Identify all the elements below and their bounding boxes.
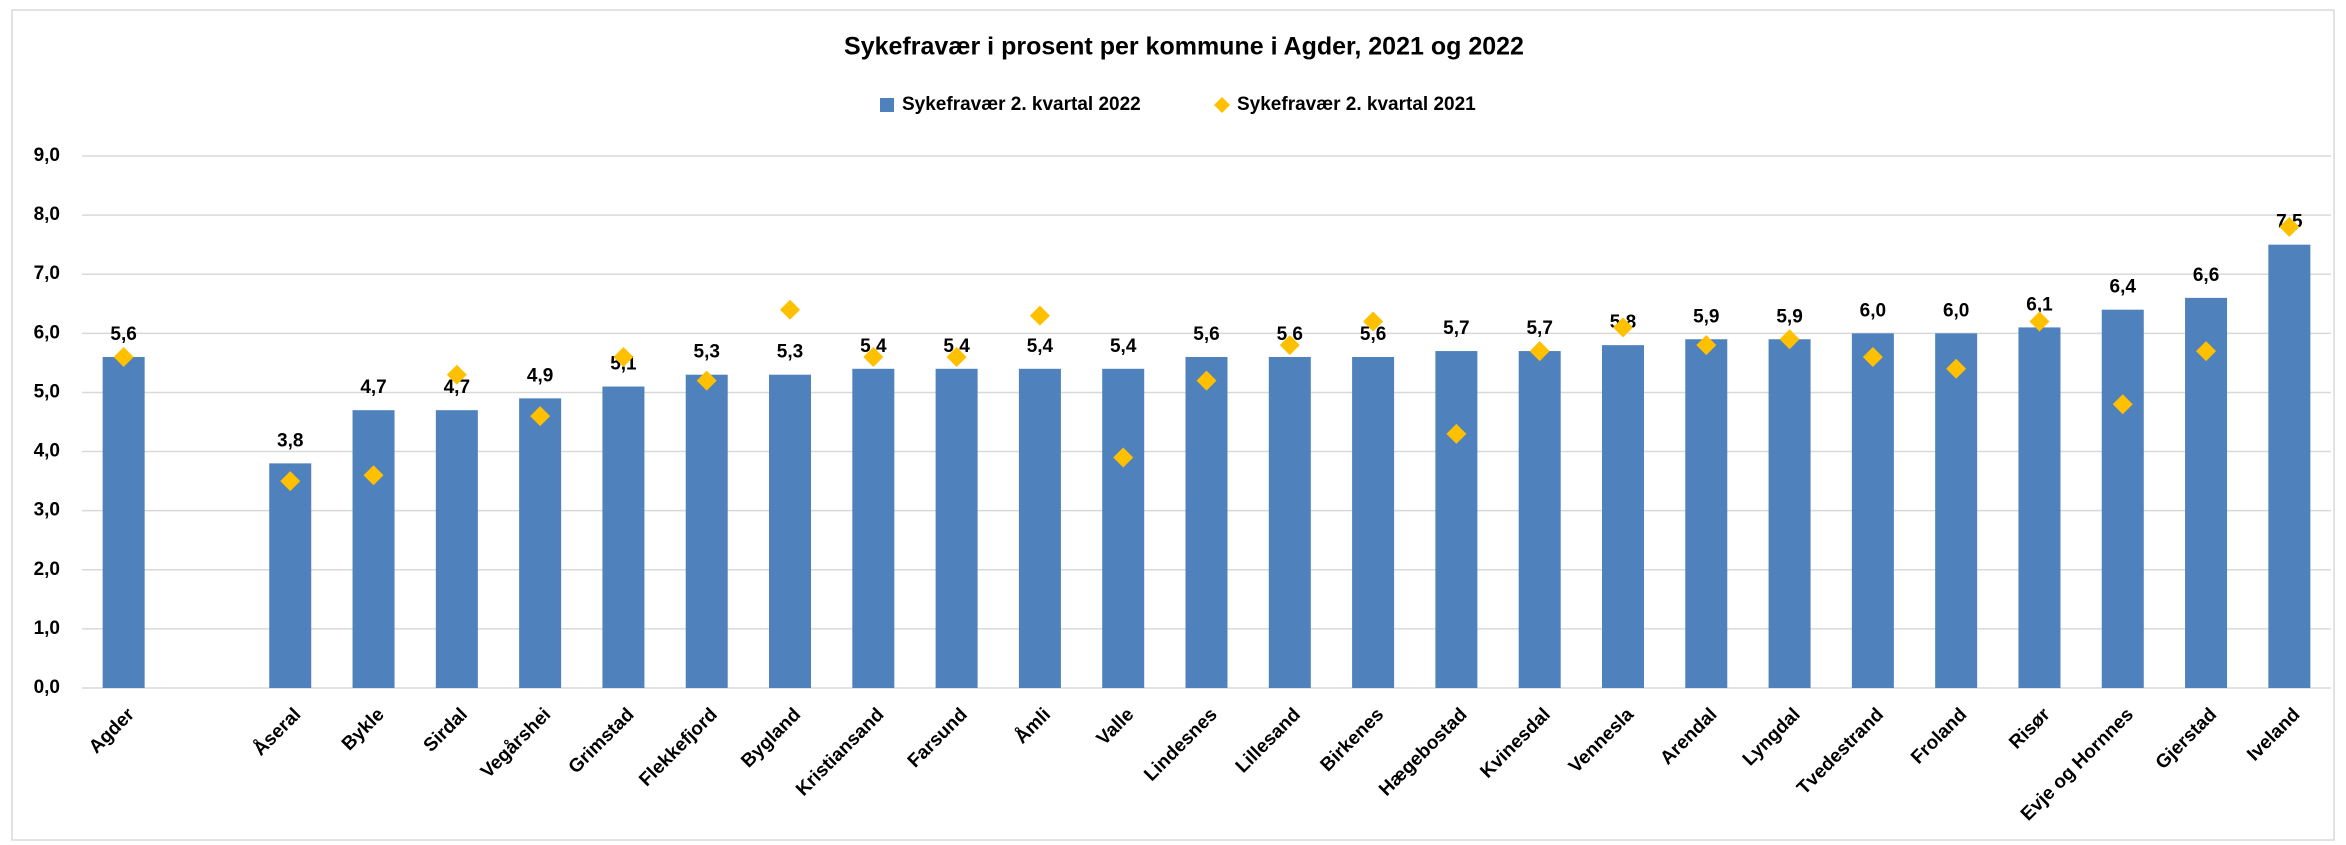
bar bbox=[1268, 356, 1311, 688]
data-label: 5,4 bbox=[1110, 336, 1137, 357]
data-label: 4,7 bbox=[360, 377, 386, 398]
bar bbox=[1935, 333, 1978, 688]
data-label: 6,0 bbox=[1943, 300, 1969, 321]
diamond-marker bbox=[1862, 346, 1883, 367]
legend-label: Sykefravær 2. kvartal 2021 bbox=[1237, 94, 1476, 115]
bar bbox=[2185, 297, 2228, 688]
bar bbox=[1851, 333, 1894, 688]
data-label: 3,8 bbox=[277, 430, 303, 451]
data-label: 5,3 bbox=[694, 342, 720, 363]
data-label: 4,7 bbox=[444, 377, 470, 398]
legend-marker bbox=[880, 98, 894, 112]
data-label: 5,7 bbox=[1526, 318, 1552, 339]
data-label: 5,4 bbox=[860, 336, 887, 357]
y-tick-label: 2,0 bbox=[34, 559, 60, 580]
diamond-marker bbox=[1113, 447, 1134, 468]
diamond-marker bbox=[2196, 341, 2217, 362]
data-label: 5,6 bbox=[1277, 324, 1303, 345]
data-label: 5,6 bbox=[1360, 324, 1386, 345]
diamond-marker bbox=[1612, 317, 1633, 338]
diamond-marker bbox=[1696, 335, 1717, 356]
bar bbox=[1435, 351, 1478, 688]
y-tick-label: 9,0 bbox=[34, 145, 60, 166]
legend-label: Sykefravær 2. kvartal 2022 bbox=[902, 94, 1141, 115]
bar bbox=[602, 386, 645, 688]
diamond-marker bbox=[1029, 305, 1050, 326]
diamond-marker bbox=[1363, 311, 1384, 332]
data-label: 5,6 bbox=[1193, 324, 1219, 345]
y-tick-label: 3,0 bbox=[34, 500, 60, 521]
diamond-marker bbox=[113, 346, 134, 367]
diamond-marker bbox=[696, 370, 717, 391]
diamond-marker bbox=[1529, 341, 1550, 362]
diamond-marker bbox=[946, 346, 967, 367]
bar bbox=[1518, 351, 1561, 688]
data-label: 6,4 bbox=[2110, 277, 2137, 298]
y-tick-label: 8,0 bbox=[34, 204, 60, 225]
data-label: 5,4 bbox=[1027, 336, 1054, 357]
bar bbox=[1352, 356, 1395, 688]
bar bbox=[685, 374, 728, 688]
diamond-marker bbox=[1946, 358, 1967, 379]
y-tick-label: 6,0 bbox=[34, 322, 60, 343]
data-label: 5,6 bbox=[110, 324, 136, 345]
data-label: 4,9 bbox=[527, 365, 553, 386]
bar bbox=[1102, 368, 1145, 688]
y-tick-label: 7,0 bbox=[34, 263, 60, 284]
bar bbox=[1018, 368, 1061, 688]
y-tick-label: 0,0 bbox=[34, 677, 60, 698]
bar bbox=[1185, 356, 1228, 688]
diamond-marker bbox=[2112, 394, 2133, 415]
diamond-marker bbox=[2279, 216, 2300, 237]
diamond-marker bbox=[363, 465, 384, 486]
bar bbox=[102, 356, 145, 688]
bar bbox=[352, 410, 395, 688]
y-tick-label: 1,0 bbox=[34, 618, 60, 639]
bar bbox=[269, 463, 312, 688]
data-label: 5,3 bbox=[777, 342, 803, 363]
bar bbox=[2268, 244, 2311, 688]
bar bbox=[935, 368, 978, 688]
diamond-marker bbox=[1279, 335, 1300, 356]
bar bbox=[769, 374, 812, 688]
bar bbox=[1685, 339, 1728, 688]
diamond-marker bbox=[613, 346, 634, 367]
diamond-marker bbox=[1196, 370, 1217, 391]
diamond-marker bbox=[863, 346, 884, 367]
data-label: 6,0 bbox=[1860, 300, 1886, 321]
data-label: 5,9 bbox=[1693, 306, 1719, 327]
chart-title: Sykefravær i prosent per kommune i Agder… bbox=[844, 33, 1524, 61]
bar bbox=[1768, 339, 1811, 688]
bar bbox=[852, 368, 895, 688]
diamond-marker bbox=[280, 471, 301, 492]
legend-marker bbox=[1214, 97, 1230, 113]
data-label: 5,7 bbox=[1443, 318, 1469, 339]
data-label: 5,4 bbox=[943, 336, 970, 357]
bar bbox=[1601, 345, 1644, 688]
y-tick-label: 4,0 bbox=[34, 441, 60, 462]
diamond-marker bbox=[530, 406, 551, 427]
bar bbox=[2101, 309, 2144, 688]
diamond-marker bbox=[1446, 423, 1467, 444]
data-label: 6,1 bbox=[2026, 294, 2053, 315]
bar bbox=[2018, 327, 2061, 688]
data-label: 6,6 bbox=[2193, 265, 2219, 286]
diamond-marker bbox=[1779, 329, 1800, 350]
bar bbox=[435, 410, 478, 688]
diamond-marker bbox=[780, 299, 801, 320]
y-tick-label: 5,0 bbox=[34, 381, 60, 402]
data-label: 5,9 bbox=[1776, 306, 1802, 327]
diamond-marker bbox=[2029, 311, 2050, 332]
diamond-marker bbox=[446, 364, 467, 385]
bar bbox=[519, 398, 562, 688]
